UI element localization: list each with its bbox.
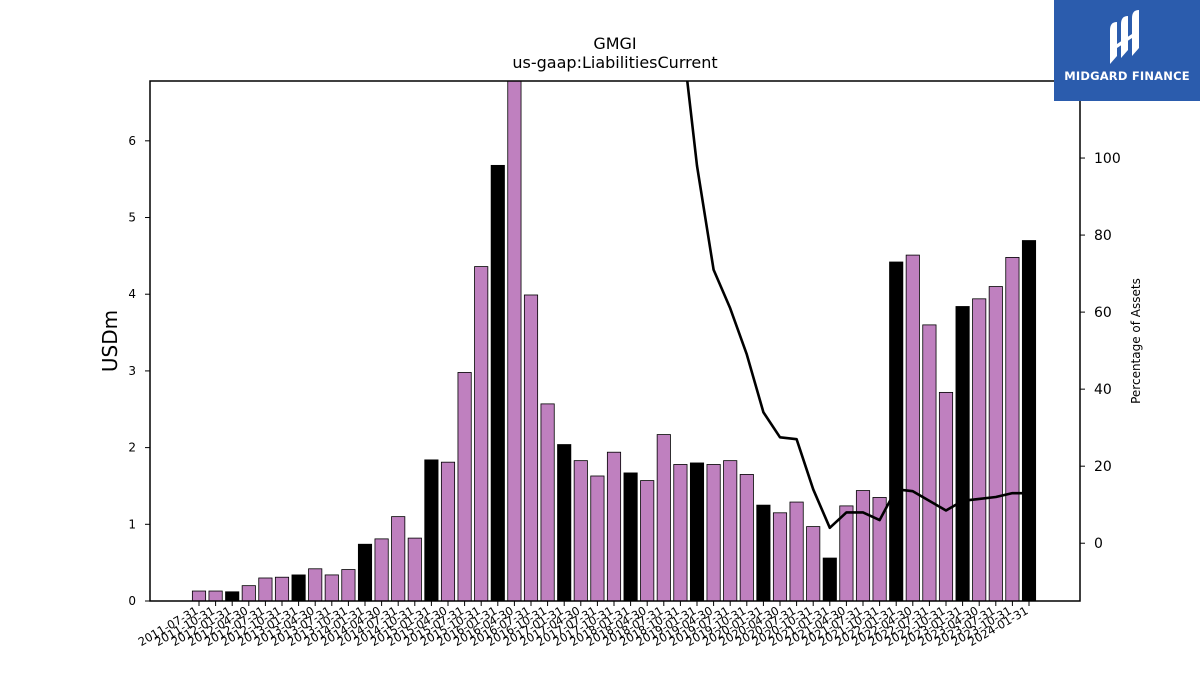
bar-2013-04-30 bbox=[308, 568, 323, 602]
bar-2018-10-31 bbox=[673, 464, 688, 602]
bar-2014-04-30 bbox=[374, 538, 389, 602]
bar-2012-07-31 bbox=[258, 577, 273, 602]
y-axis-label: USDm bbox=[98, 310, 122, 372]
bar-2017-10-31 bbox=[606, 451, 622, 602]
y2-tick-label: 100 bbox=[1094, 151, 1121, 167]
bar-2023-07-31 bbox=[988, 286, 1003, 602]
bar-2017-04-30 bbox=[573, 460, 588, 602]
y2-tick-label: 80 bbox=[1094, 228, 1112, 244]
bar-2014-10-31 bbox=[407, 537, 422, 602]
bar-2012-10-31 bbox=[274, 576, 290, 602]
logo-text: MIDGARD FINANCE bbox=[1064, 69, 1190, 83]
bar-2011-07-31 bbox=[191, 590, 207, 602]
bar-2019-01-31 bbox=[689, 462, 705, 602]
pct-of-assets-line bbox=[685, 81, 1029, 530]
bar-2022-07-31 bbox=[922, 324, 937, 602]
bar-2013-01-31 bbox=[291, 574, 306, 602]
bar-2018-01-31 bbox=[623, 472, 638, 602]
bar-2014-01-31 bbox=[357, 543, 373, 602]
bar-2019-04-30 bbox=[706, 464, 721, 602]
bar-2019-10-31 bbox=[739, 474, 754, 602]
y-tick-label: 3 bbox=[128, 364, 136, 378]
bar-2020-01-31 bbox=[756, 504, 771, 602]
bar-2013-07-31 bbox=[324, 574, 339, 602]
bar-2016-10-31 bbox=[540, 403, 555, 602]
bar-2015-01-31 bbox=[424, 459, 439, 602]
y2-axis-label: Percentage of Assets bbox=[1129, 278, 1143, 404]
y2-tick-label: 40 bbox=[1094, 382, 1112, 398]
bar-2023-01-31 bbox=[955, 306, 970, 602]
bar-2023-10-31 bbox=[1005, 256, 1020, 602]
y-tick-label: 0 bbox=[128, 594, 136, 608]
bar-2022-04-30 bbox=[905, 254, 920, 602]
y-tick-label: 5 bbox=[128, 211, 136, 225]
bar-2015-10-31 bbox=[474, 266, 489, 602]
bar-2016-07-31 bbox=[523, 294, 539, 602]
midgard-logo-icon bbox=[1110, 10, 1139, 64]
bar-2017-07-31 bbox=[590, 475, 605, 602]
bar-2020-07-31 bbox=[789, 501, 804, 602]
y-tick-label: 2 bbox=[128, 441, 136, 455]
chart-title: GMGI bbox=[593, 34, 636, 53]
y2-tick-label: 60 bbox=[1094, 305, 1112, 321]
bar-2012-01-31 bbox=[225, 591, 240, 602]
y-tick-label: 6 bbox=[128, 134, 136, 148]
bar-2017-01-31 bbox=[557, 444, 572, 602]
bar-2024-01-31 bbox=[1021, 240, 1037, 602]
bar-2012-04-30 bbox=[241, 585, 256, 602]
bars-group bbox=[191, 80, 1037, 602]
bar-2022-10-31 bbox=[938, 391, 954, 602]
chart-subtitle: us-gaap:LiabilitiesCurrent bbox=[512, 53, 717, 72]
bar-2016-04-30 bbox=[507, 80, 522, 602]
bar-2022-01-31 bbox=[889, 261, 904, 602]
line-layer bbox=[685, 81, 1029, 530]
bar-2014-07-31 bbox=[391, 516, 406, 602]
bar-2018-04-30 bbox=[640, 480, 655, 602]
y2-tick-label: 0 bbox=[1094, 536, 1103, 552]
y-tick-label: 1 bbox=[128, 517, 136, 531]
y-tick-label: 4 bbox=[128, 287, 136, 301]
bar-2011-10-31 bbox=[208, 590, 223, 602]
midgard-finance-logo: MIDGARD FINANCE bbox=[1054, 0, 1200, 101]
y2-tick-label: 20 bbox=[1094, 459, 1112, 475]
bar-2013-10-31 bbox=[341, 569, 356, 602]
bar-2016-01-31 bbox=[490, 164, 505, 602]
bar-2018-07-31 bbox=[656, 434, 671, 602]
bar-2020-10-31 bbox=[806, 526, 821, 602]
bar-2021-07-31 bbox=[855, 490, 871, 602]
bar-2015-04-30 bbox=[440, 461, 456, 602]
bar-2019-07-31 bbox=[723, 460, 738, 602]
axes-group: 01234560204060801002011-07-312011-10-312… bbox=[128, 80, 1121, 649]
bar-2020-04-30 bbox=[772, 512, 788, 602]
bar-2021-04-30 bbox=[839, 505, 854, 602]
bar-2015-07-31 bbox=[457, 372, 472, 602]
bar-2021-01-31 bbox=[822, 557, 837, 602]
bar-2023-04-30 bbox=[972, 298, 987, 602]
plot-frame bbox=[149, 80, 1081, 602]
